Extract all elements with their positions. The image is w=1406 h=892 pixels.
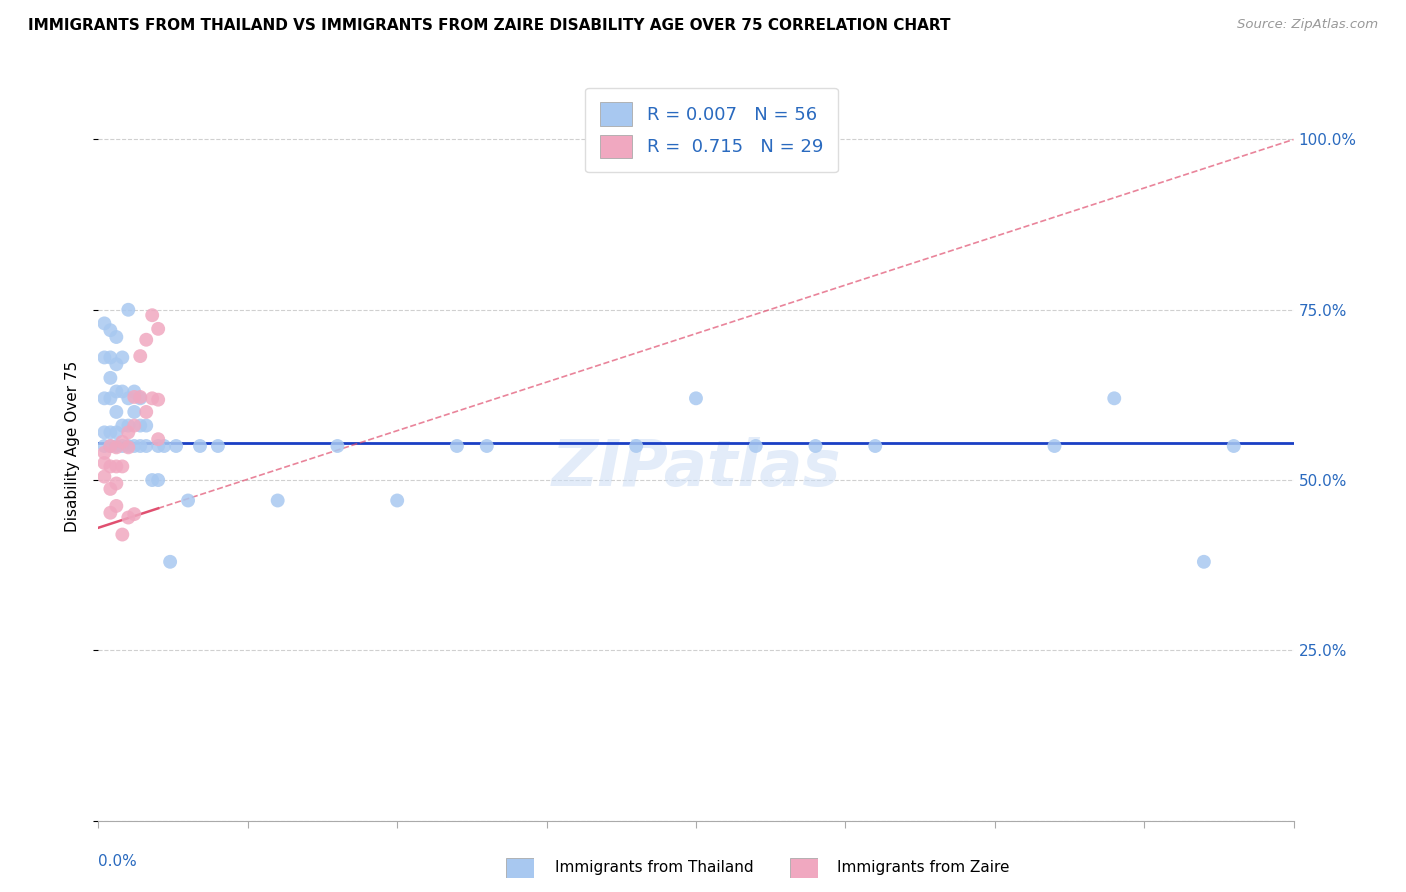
Point xyxy=(188,439,211,453)
Point xyxy=(117,441,139,455)
Point xyxy=(141,473,163,487)
Point xyxy=(177,493,200,508)
Point xyxy=(105,330,128,344)
Point xyxy=(1043,439,1066,453)
Point xyxy=(141,392,163,406)
Point xyxy=(446,439,468,453)
Point xyxy=(105,405,128,419)
Point xyxy=(111,418,134,433)
Point xyxy=(129,439,152,453)
Point xyxy=(129,349,152,363)
Point xyxy=(111,351,134,365)
Y-axis label: Disability Age Over 75: Disability Age Over 75 xyxy=(65,360,80,532)
Point xyxy=(135,405,157,419)
Point xyxy=(148,432,170,446)
Point xyxy=(165,439,187,453)
Point xyxy=(207,439,229,453)
Point xyxy=(159,555,181,569)
Point xyxy=(105,439,128,453)
Point xyxy=(124,405,146,419)
Point xyxy=(626,439,648,453)
Point xyxy=(153,439,176,453)
Point xyxy=(124,507,146,521)
Point xyxy=(1223,439,1246,453)
Point xyxy=(93,469,115,483)
Point xyxy=(98,425,122,440)
Point xyxy=(111,459,134,474)
Point xyxy=(804,439,827,453)
Point xyxy=(98,351,122,365)
Point xyxy=(141,308,163,322)
Point xyxy=(124,418,146,433)
Point xyxy=(135,418,157,433)
Point xyxy=(385,493,409,508)
Legend: R = 0.007   N = 56, R =  0.715   N = 29: R = 0.007 N = 56, R = 0.715 N = 29 xyxy=(585,88,838,172)
Point xyxy=(98,482,122,496)
Point xyxy=(148,392,170,407)
Point xyxy=(111,434,134,449)
Point xyxy=(98,459,122,474)
Point xyxy=(105,441,128,455)
Point xyxy=(105,384,128,399)
Point xyxy=(93,456,115,470)
Text: Source: ZipAtlas.com: Source: ZipAtlas.com xyxy=(1237,18,1378,31)
Point xyxy=(105,357,128,371)
Text: ZIPatlas: ZIPatlas xyxy=(551,437,841,500)
Text: Immigrants from Thailand: Immigrants from Thailand xyxy=(555,861,754,875)
Point xyxy=(105,476,128,491)
Point xyxy=(1104,392,1126,406)
Point xyxy=(98,323,122,337)
Point xyxy=(124,384,146,399)
Point xyxy=(135,333,157,347)
Point xyxy=(93,446,115,460)
Point xyxy=(98,439,122,453)
Point xyxy=(98,506,122,520)
Point xyxy=(148,322,170,336)
Point xyxy=(111,527,134,541)
Point xyxy=(117,425,139,440)
Text: Immigrants from Zaire: Immigrants from Zaire xyxy=(837,861,1010,875)
Point xyxy=(745,439,768,453)
Point xyxy=(117,439,139,453)
Point xyxy=(117,392,139,406)
Point xyxy=(93,439,115,453)
Point xyxy=(326,439,349,453)
Point xyxy=(148,473,170,487)
Point xyxy=(1192,555,1215,569)
Point xyxy=(148,439,170,453)
Point xyxy=(111,384,134,399)
Point xyxy=(117,510,139,524)
Point xyxy=(105,425,128,440)
Point xyxy=(105,459,128,474)
Point xyxy=(475,439,498,453)
Point xyxy=(267,493,290,508)
Point xyxy=(865,439,887,453)
Point xyxy=(135,439,157,453)
Point xyxy=(129,392,152,406)
Point xyxy=(93,317,115,331)
Point xyxy=(129,390,152,404)
Point xyxy=(111,439,134,453)
Point xyxy=(117,418,139,433)
Point xyxy=(124,439,146,453)
Point xyxy=(98,371,122,385)
Point xyxy=(117,302,139,317)
Point xyxy=(98,439,122,453)
Point xyxy=(129,418,152,433)
Point xyxy=(124,390,146,404)
Point xyxy=(93,392,115,406)
Point xyxy=(685,392,707,406)
Point xyxy=(105,499,128,513)
Point xyxy=(98,392,122,406)
Text: 0.0%: 0.0% xyxy=(98,855,138,870)
Point xyxy=(93,425,115,440)
Text: IMMIGRANTS FROM THAILAND VS IMMIGRANTS FROM ZAIRE DISABILITY AGE OVER 75 CORRELA: IMMIGRANTS FROM THAILAND VS IMMIGRANTS F… xyxy=(28,18,950,33)
Point xyxy=(93,351,115,365)
